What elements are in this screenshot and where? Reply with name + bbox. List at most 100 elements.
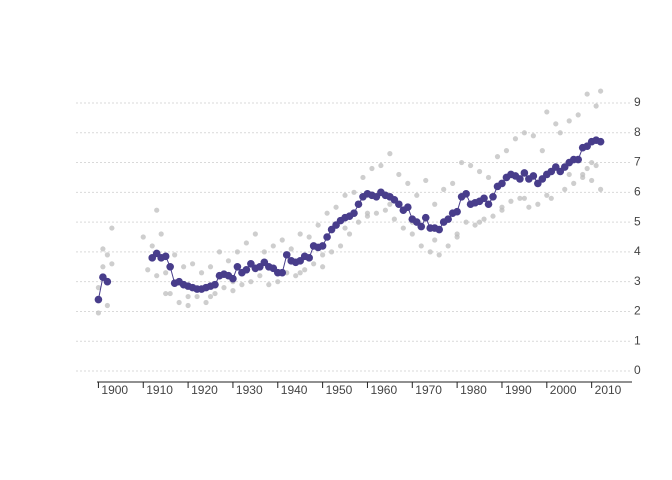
data-point (499, 204, 505, 210)
data-point (459, 159, 465, 166)
data-point (414, 192, 420, 198)
x-tick-label: 1990 (505, 383, 532, 397)
y-tick-label: 9 (634, 95, 641, 109)
data-point (163, 290, 169, 297)
mean-point (94, 295, 103, 304)
data-point (167, 290, 173, 297)
data-point (154, 273, 160, 279)
data-point (181, 264, 187, 270)
data-point (598, 88, 604, 94)
data-point (207, 293, 214, 300)
data-point (427, 249, 433, 255)
data-point (95, 310, 102, 316)
x-tick-label: 2000 (550, 383, 577, 397)
data-point (396, 171, 402, 178)
data-point (207, 264, 214, 270)
mean-point (278, 268, 287, 277)
data-point (234, 249, 241, 255)
data-point (521, 130, 527, 136)
data-point (418, 243, 424, 249)
mean-point (350, 209, 358, 217)
data-point (212, 290, 218, 297)
data-point (100, 246, 106, 252)
data-point (176, 299, 182, 306)
data-point (225, 258, 232, 264)
y-tick-label: 8 (634, 125, 641, 139)
data-point (544, 192, 550, 198)
data-point (288, 246, 294, 252)
data-point (589, 159, 595, 166)
data-point (476, 219, 483, 225)
data-point (593, 103, 599, 109)
data-point (571, 180, 577, 186)
mean-point (229, 274, 237, 283)
data-point (566, 171, 572, 178)
data-point (104, 302, 110, 309)
data-point (481, 216, 487, 222)
data-point (512, 136, 519, 142)
mean-point (520, 169, 529, 177)
mean-point (480, 194, 488, 203)
data-point (387, 151, 393, 157)
data-point (472, 222, 478, 228)
data-point (566, 118, 572, 124)
x-tick-label: 1940 (281, 383, 308, 397)
data-point (302, 267, 308, 273)
data-point (221, 285, 227, 291)
mean-point (395, 200, 403, 209)
data-point (382, 207, 388, 213)
data-point (557, 130, 563, 136)
data-point (369, 165, 375, 172)
data-point (355, 219, 362, 225)
data-point (279, 237, 285, 243)
data-point (467, 162, 474, 169)
data-point (378, 162, 384, 169)
data-point (261, 249, 267, 255)
data-point (476, 168, 483, 175)
data-point (544, 109, 550, 115)
data-point (154, 207, 160, 213)
data-point (553, 121, 559, 127)
data-point (400, 225, 406, 231)
data-point (450, 180, 456, 186)
mean-point (596, 137, 605, 146)
mean-point (529, 172, 538, 180)
mean-point (417, 222, 426, 231)
data-point (194, 293, 200, 300)
data-point (593, 162, 599, 169)
mean-point (453, 207, 461, 216)
x-tick-label: 1970 (415, 383, 442, 397)
mean-point (421, 213, 430, 222)
data-point (387, 201, 393, 207)
x-tick-label: 1920 (191, 383, 218, 397)
mean-point (305, 254, 313, 262)
data-point (364, 210, 371, 216)
data-point (100, 264, 106, 270)
data-point (185, 302, 191, 309)
data-point (490, 213, 496, 219)
data-point (149, 243, 155, 249)
data-point (360, 174, 366, 181)
mean-point (516, 175, 524, 183)
data-point (454, 234, 460, 240)
data-point (109, 225, 115, 231)
data-point (503, 148, 510, 154)
data-point (391, 216, 397, 222)
x-tick-label: 1980 (460, 383, 487, 397)
data-point (494, 154, 501, 160)
data-point (189, 261, 196, 267)
mean-point (242, 265, 251, 274)
x-tick-label: 1960 (370, 383, 397, 397)
x-tick-label: 1950 (326, 383, 353, 397)
x-tick-label: 2010 (595, 383, 622, 397)
data-point (517, 195, 523, 201)
mean-point (233, 262, 242, 271)
mean-point (211, 280, 219, 289)
y-tick-label: 0 (634, 363, 641, 377)
data-point (373, 210, 380, 216)
mean-point (574, 155, 582, 164)
mean-point (323, 233, 331, 241)
data-point (445, 243, 451, 249)
data-point (172, 252, 178, 258)
data-point (342, 192, 348, 198)
